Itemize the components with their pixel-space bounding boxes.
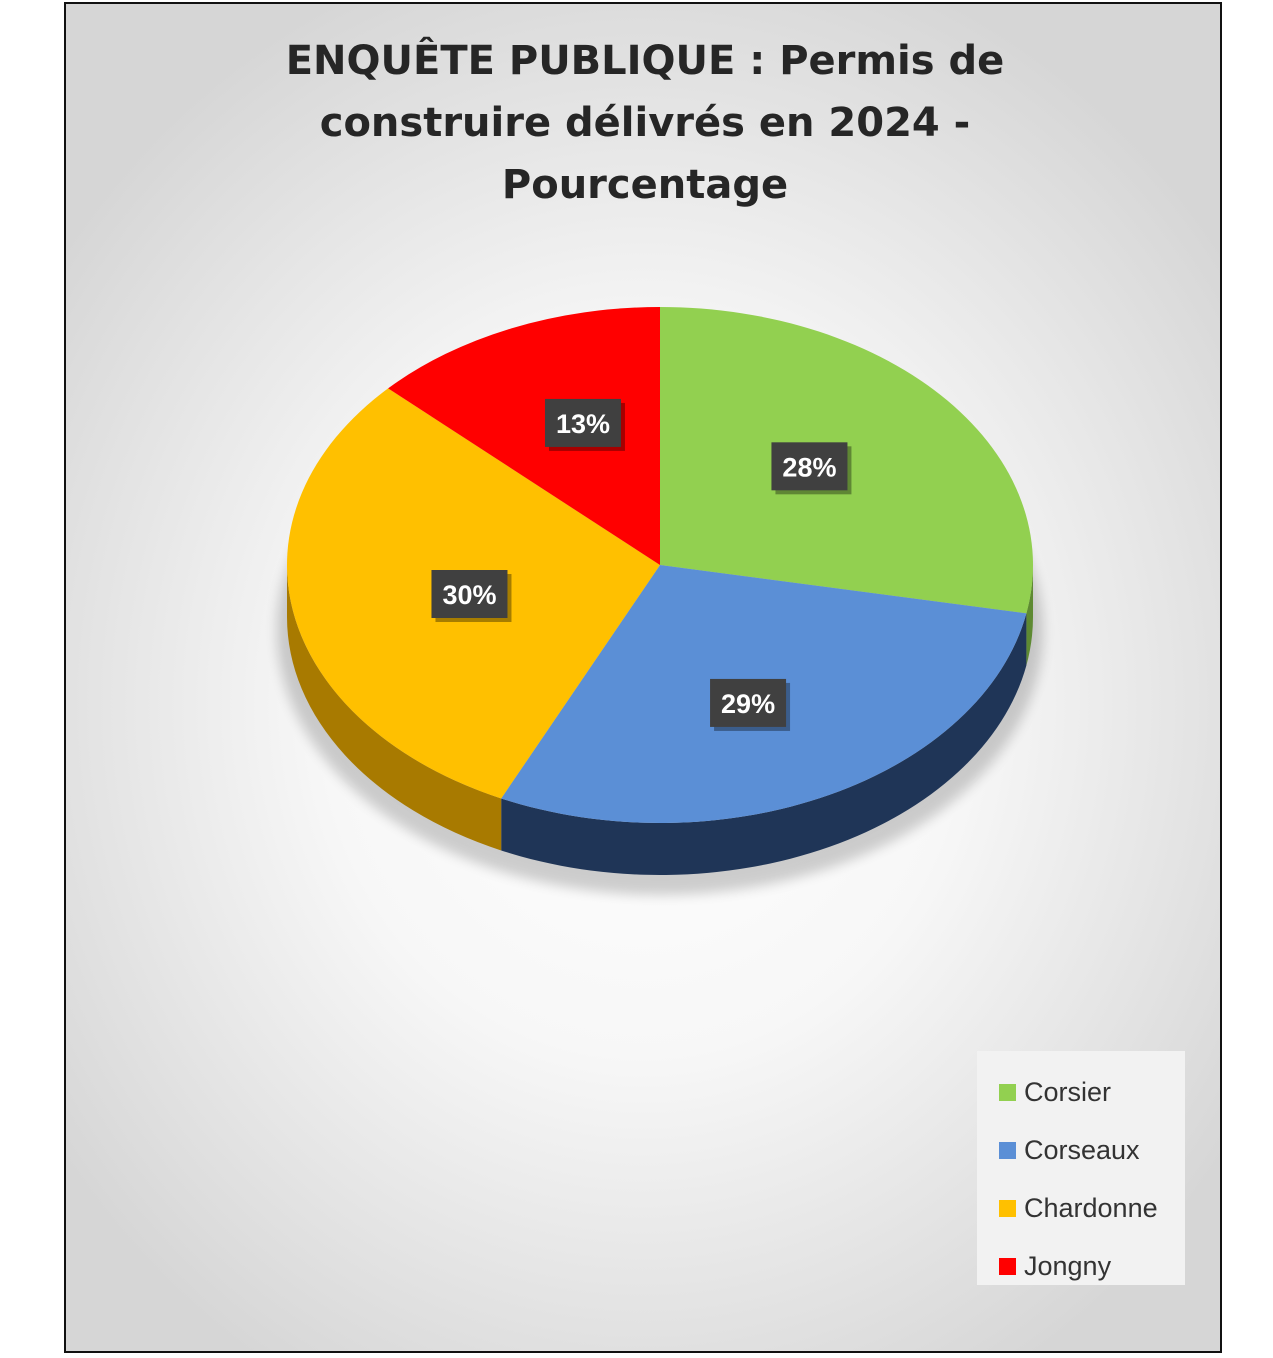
data-label-chardonne: 30% (431, 570, 512, 623)
legend-item-corsier: Corsier (999, 1063, 1185, 1121)
chart-area: ENQUÊTE PUBLIQUE : Permis de construire … (64, 2, 1222, 1353)
legend-swatch (999, 1199, 1016, 1217)
legend-label: Corseaux (1024, 1134, 1140, 1165)
legend-item-chardonne: Chardonne (999, 1179, 1185, 1237)
legend-label: Jongny (1024, 1250, 1112, 1281)
chart-title: ENQUÊTE PUBLIQUE : Permis de construire … (285, 38, 1005, 208)
pie-side-corseaux (501, 613, 1027, 875)
legend: Corsier Corseaux Chardonne Jongny (977, 1051, 1185, 1285)
legend-label: Chardonne (1024, 1192, 1158, 1223)
legend-item-corseaux: Corseaux (999, 1121, 1185, 1179)
data-label-corsier: 28% (771, 442, 852, 495)
legend-item-jongny: Jongny (999, 1237, 1185, 1295)
pie-side-chardonne (287, 565, 502, 851)
svg-text:28%: 28% (782, 452, 836, 482)
svg-text:29%: 29% (721, 689, 775, 719)
legend-label: Corsier (1024, 1076, 1112, 1107)
pie-slice-jongny (388, 307, 660, 565)
pie-side-corsier (1026, 565, 1033, 666)
legend-swatch (999, 1257, 1016, 1275)
svg-text:30%: 30% (442, 580, 496, 610)
svg-text:13%: 13% (556, 409, 610, 439)
data-label-jongny: 13% (544, 398, 625, 451)
pie-chart: 28% 29% 30% 13% (277, 307, 1043, 895)
data-label-corseaux: 29% (710, 678, 791, 731)
legend-swatch (999, 1141, 1016, 1159)
legend-swatch (999, 1083, 1016, 1101)
